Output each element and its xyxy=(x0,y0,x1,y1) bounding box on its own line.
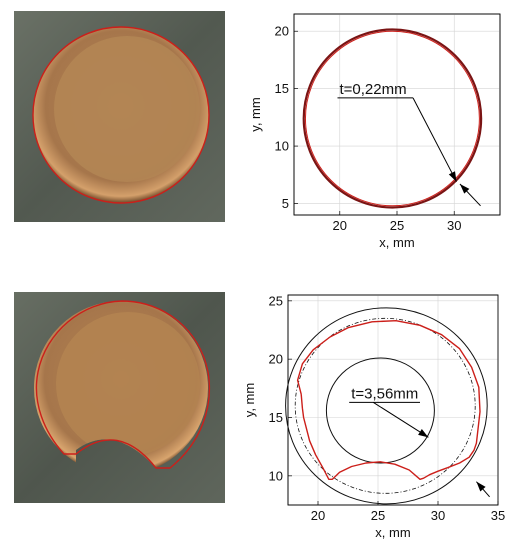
plot1-annotation: t=0,22mm xyxy=(339,81,406,98)
plot1-ylabel: y, mm xyxy=(248,97,263,131)
plot2-tick-label-y: 20 xyxy=(269,352,283,367)
photo-disc-damaged xyxy=(14,292,225,503)
plot1-tick-label-y: 10 xyxy=(275,139,289,154)
plot2-tick-label-x: 20 xyxy=(311,508,325,523)
plot2-dashed-circle xyxy=(294,317,476,494)
plot1-arrow-lower-head xyxy=(459,183,470,194)
plot1-arrow-upper-shaft xyxy=(412,97,457,182)
plot1-tick-label-y: 15 xyxy=(275,81,289,96)
plot1-axes: 20 25 30 5 10 15 20 x, mm y, mm xyxy=(248,13,501,250)
plot1-contour-1 xyxy=(304,30,480,207)
plot2-arrow-lower-head xyxy=(476,481,486,492)
plot1-arrow-upper-head xyxy=(448,171,457,182)
plot1-tick-label-x: 30 xyxy=(447,218,461,233)
plot2-inner-circle xyxy=(325,357,435,464)
plot2-tick-label-x: 30 xyxy=(431,508,445,523)
plot2-outer-circle xyxy=(285,307,488,505)
plot2-arrow-inner-head xyxy=(418,429,429,438)
plot2-tick-label-x: 35 xyxy=(491,508,505,523)
plot2-red-outline xyxy=(296,320,481,481)
plot1-tick-label-x: 25 xyxy=(390,218,404,233)
plot2-tick-label-x: 25 xyxy=(371,508,385,523)
plot2-annotation: t=3,56mm xyxy=(351,385,418,402)
plot1-tick-label-y: 20 xyxy=(275,24,289,39)
plot1-tick-label-y: 5 xyxy=(282,196,289,211)
plot2-xlabel: x, mm xyxy=(375,525,410,540)
plot1-contour-0 xyxy=(302,28,483,209)
plot2-arrow-inner-shaft xyxy=(372,401,429,438)
plot-damaged-contour: 20 25 30 35 10 15 20 25 x, mm y, mm t=3,56mm xyxy=(242,293,505,540)
plot2-frame xyxy=(287,294,499,506)
plot1-xlabel: x, mm xyxy=(379,235,414,250)
plot2-ylabel: y, mm xyxy=(242,383,257,417)
plot1-tick-label-x: 20 xyxy=(333,218,347,233)
plot-intact-contour: 20 25 30 5 10 15 20 x, mm y, mm t=0,22mm xyxy=(248,13,501,250)
plot2-tick-label-y: 25 xyxy=(269,293,283,308)
plot2-tick-label-y: 10 xyxy=(269,468,283,483)
photo-disc-intact xyxy=(14,11,225,222)
plot2-tick-label-y: 15 xyxy=(269,410,283,425)
plot1-frame xyxy=(293,13,501,216)
